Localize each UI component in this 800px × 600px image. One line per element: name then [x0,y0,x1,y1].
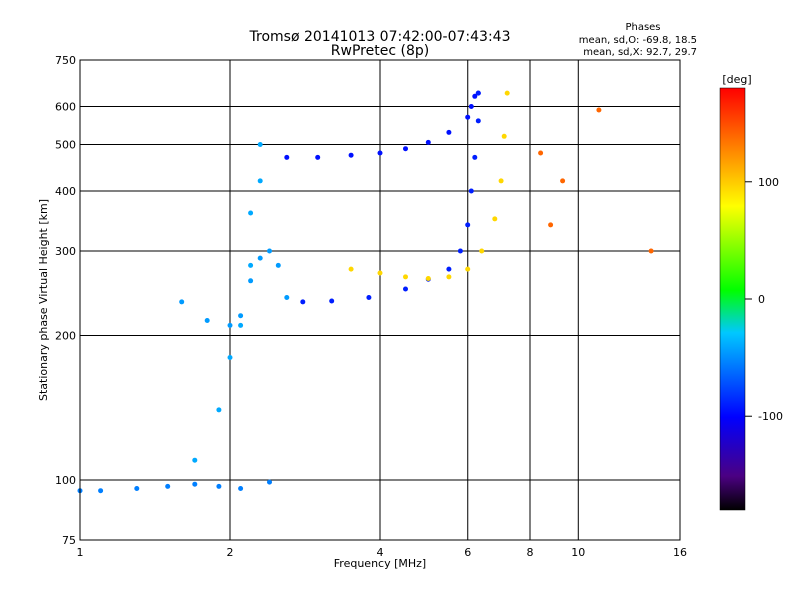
x-tick-label: 1 [77,546,84,559]
data-point [475,118,481,124]
data-point [227,322,233,328]
grid-lines [80,60,680,540]
y-tick-label: 100 [55,474,76,487]
x-tick-label: 16 [673,546,687,559]
x-tick-label: 2 [227,546,234,559]
chart-title: Tromsø 20141013 07:42:00-07:43:43 [249,29,511,45]
data-point [468,104,474,109]
data-point [248,278,254,284]
data-point [475,90,481,96]
data-point [267,479,272,485]
data-point [248,210,254,216]
data-point [165,483,171,489]
data-point [227,355,233,360]
data-point [216,407,222,413]
colorbar [719,87,746,511]
data-point [468,188,474,194]
x-tick-label: 4 [377,546,384,559]
data-point [538,150,544,156]
data-point [257,255,263,261]
x-axis-label: Frequency [MHz] [334,557,426,570]
data-point [248,262,254,268]
chart-subtitle: RwPretec (8p) [331,43,429,59]
data-point [348,266,354,272]
data-point [300,299,306,305]
data-point [98,488,104,494]
colorbar-ticks: 100 0 -100 [745,176,783,423]
plot-frame [79,59,681,541]
x-tick-label: 10 [571,546,585,559]
y-tick-label: 300 [55,245,76,258]
colorbar-tick-label: 100 [758,176,779,189]
data-point [284,154,290,160]
data-point [275,262,281,268]
phases-title: Phases [625,22,660,33]
data-point [284,295,290,300]
data-point [257,178,263,184]
data-point [329,298,335,304]
data-point [446,266,452,272]
x-tick-label: 6 [464,546,471,559]
data-point [377,150,383,156]
data-point [257,142,263,147]
x-axis-ticks: 1 2 4 6 8 10 16 [77,546,688,559]
data-point [465,222,471,228]
data-point [457,248,463,254]
colorbar-tick-label: 0 [758,293,765,306]
data-point [465,266,471,272]
data-point [498,178,504,184]
data-point [472,93,478,99]
data-point [134,486,140,491]
data-point [238,486,244,491]
data-point [596,107,602,113]
y-axis-ticks: 75 100 200 300 400 500 600 750 [55,54,76,547]
data-point [366,295,372,300]
data-point [504,90,510,96]
y-tick-label: 600 [55,101,76,114]
data-point [446,129,452,135]
data-point [403,274,408,280]
data-point [192,481,198,487]
data-point [492,216,498,222]
y-tick-label: 200 [55,330,76,343]
data-point [216,483,222,489]
x-tick-label: 8 [527,546,534,559]
data-point [479,248,485,254]
data-point [348,152,354,158]
colorbar-label: [deg] [722,73,751,86]
data-point [179,299,185,305]
data-point [238,313,244,319]
data-point [403,146,408,152]
data-point [548,222,554,228]
data-point [315,154,321,160]
data-point [204,318,210,323]
data-point [377,270,383,276]
data-point [465,114,471,120]
data-point [560,178,566,184]
data-point [446,274,452,280]
data-point [501,133,507,139]
data-point [403,286,408,292]
data-point [267,248,272,254]
y-tick-label: 500 [55,139,76,152]
data-point [192,457,198,463]
data-points [77,90,654,494]
y-tick-label: 750 [55,54,76,67]
data-point [472,154,478,160]
y-tick-label: 75 [62,534,76,547]
y-axis-label: Stationary phase Virtual Height [km] [37,199,50,401]
data-point [648,248,654,254]
colorbar-tick-label: -100 [758,410,783,423]
phases-line-o: mean, sd,O: -69.8, 18.5 [579,35,697,46]
y-tick-label: 400 [55,185,76,198]
data-point [425,276,431,281]
data-point [238,322,244,328]
phases-line-x: mean, sd,X: 92.7, 29.7 [583,47,697,58]
data-point [425,139,431,145]
